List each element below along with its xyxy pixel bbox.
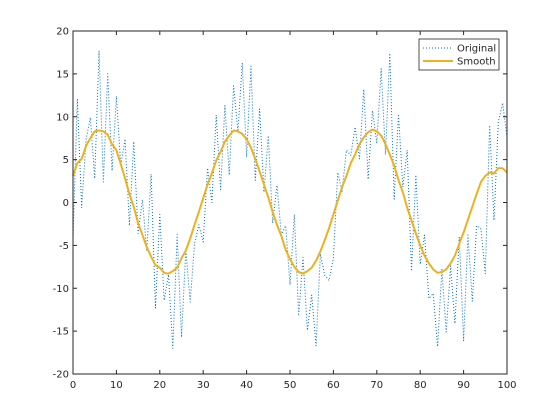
x-tick-label: 20 <box>153 380 166 391</box>
y-tick-label: 5 <box>63 155 69 166</box>
x-tick-label: 50 <box>284 380 297 391</box>
x-tick-label: 80 <box>414 380 427 391</box>
legend-box <box>418 38 500 71</box>
x-tick-label: 70 <box>370 380 383 391</box>
x-tick-label: 40 <box>240 380 253 391</box>
y-tick-label: 0 <box>63 198 69 209</box>
y-tick-label: -5 <box>59 241 69 252</box>
x-tick-label: 10 <box>110 380 123 391</box>
axes: 0 10 20 30 40 50 60 70 80 90 100 -20 -15 -10 -5 0 5 10 15 2… <box>53 27 517 392</box>
x-tick-label: 30 <box>197 380 210 391</box>
legend: Original Smooth <box>418 38 500 71</box>
plot-area <box>72 50 508 349</box>
y-tick-label: -10 <box>53 284 69 295</box>
x-tick-label: 60 <box>327 380 340 391</box>
x-tick-label: 90 <box>457 380 470 391</box>
x-tick-label: 0 <box>70 380 76 391</box>
legend-label-smooth: Smooth <box>457 57 496 68</box>
y-tick-label: 15 <box>56 69 69 80</box>
y-tick-label: 10 <box>56 112 69 123</box>
series-line-smooth <box>72 128 508 275</box>
y-tick-label: -15 <box>53 327 69 338</box>
y-tick-label: -20 <box>53 370 69 381</box>
y-tick-label: 20 <box>56 27 69 38</box>
legend-label-original: Original <box>457 44 496 55</box>
x-tick-label: 100 <box>497 380 516 391</box>
